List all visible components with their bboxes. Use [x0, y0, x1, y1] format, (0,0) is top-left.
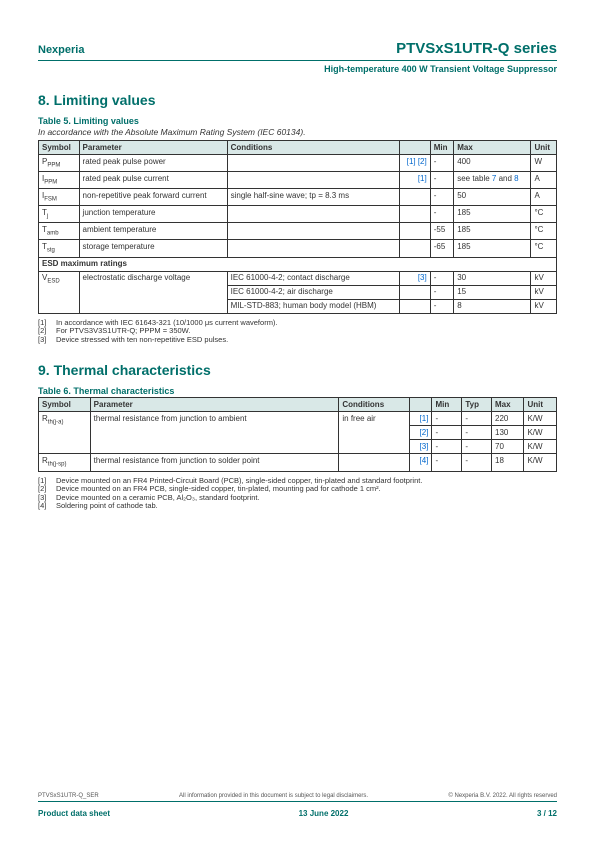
table-row: Tambambient temperature -55185°C [39, 223, 557, 240]
table5-footnotes: In accordance with IEC 61643-321 (10/100… [38, 319, 557, 345]
esd-heading-row: ESD maximum ratings [39, 257, 557, 271]
footnote: Soldering point of cathode tab. [38, 502, 557, 511]
col-header: Parameter [90, 398, 339, 412]
table-6: SymbolParameterConditionsMinTypMaxUnitRt… [38, 397, 557, 471]
table-row: Rth(j-a)thermal resistance from junction… [39, 412, 557, 426]
col-header: Parameter [79, 141, 227, 155]
footer-code: PTVSxS1UTR-Q_SER [38, 793, 99, 799]
table-row: Tstgstorage temperature -65185°C [39, 240, 557, 257]
col-header: Conditions [339, 398, 409, 412]
table-row: IFSMnon-repetitive peak forward currents… [39, 189, 557, 206]
col-header: Min [430, 141, 453, 155]
table6-footnotes: Device mounted on an FR4 Printed-Circuit… [38, 477, 557, 512]
footer-copyright: © Nexperia B.V. 2022. All rights reserve… [448, 793, 557, 799]
table-5: SymbolParameterConditions MinMaxUnit PPPM… [38, 140, 557, 314]
col-header: Max [492, 398, 524, 412]
section-9-heading: 9. Thermal characteristics [38, 362, 557, 378]
table-row: VESDelectrostatic discharge voltageIEC 6… [39, 271, 557, 285]
col-header: Unit [524, 398, 557, 412]
doc-title: PTVSxS1UTR-Q series [396, 40, 557, 57]
footer-left: Product data sheet [38, 809, 110, 818]
brand: Nexperia [38, 44, 84, 56]
col-header: Min [432, 398, 462, 412]
header-rule [38, 60, 557, 61]
table5-caption: In accordance with the Absolute Maximum … [38, 127, 557, 137]
col-header: Max [454, 141, 531, 155]
table-row: PPPMrated peak pulse power [1] [2] -400W [39, 155, 557, 172]
footer-main-row: Product data sheet 13 June 2022 3 / 12 [38, 809, 557, 818]
table-row: Rth(j-sp)thermal resistance from junctio… [39, 454, 557, 471]
table6-title: Table 6. Thermal characteristics [38, 386, 557, 396]
col-header: Symbol [39, 141, 80, 155]
doc-subtitle: High-temperature 400 W Transient Voltage… [38, 64, 557, 74]
col-header [409, 398, 432, 412]
col-header: Symbol [39, 398, 91, 412]
col-header: Unit [531, 141, 557, 155]
section-8-heading: 8. Limiting values [38, 92, 557, 108]
col-header: Typ [462, 398, 492, 412]
footer-disclaimer-row: PTVSxS1UTR-Q_SER All information provide… [38, 793, 557, 802]
footer-center: 13 June 2022 [299, 809, 349, 818]
footnote: Device stressed with ten non-repetitive … [38, 336, 557, 345]
table5-title: Table 5. Limiting values [38, 116, 557, 126]
table-row: IPPMrated peak pulse current [1] -see ta… [39, 172, 557, 189]
table-row: Tjjunction temperature -185°C [39, 206, 557, 223]
col-header [400, 141, 431, 155]
col-header: Conditions [227, 141, 400, 155]
footer-disclaimer: All information provided in this documen… [179, 793, 368, 799]
footer-right: 3 / 12 [537, 809, 557, 818]
